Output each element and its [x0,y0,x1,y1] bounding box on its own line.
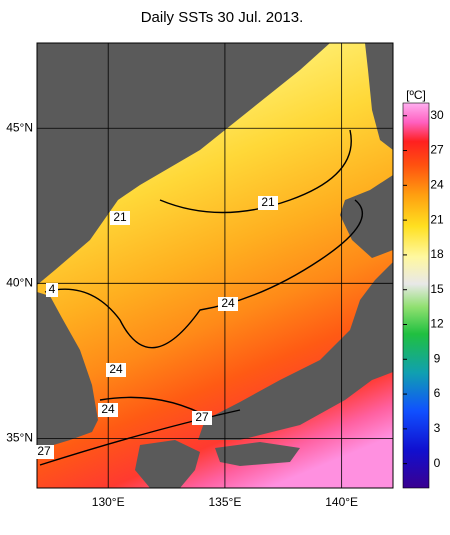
colorbar-tick-label: 21 [430,212,444,226]
contour-label: 27 [37,444,51,458]
label-box [218,297,238,311]
map [36,42,394,489]
contour-label: 21 [261,195,275,209]
colorbar-tick-label: 30 [430,108,444,122]
colorbar-tick-label: 9 [434,351,441,365]
label-box [46,283,58,297]
label-box [106,363,126,377]
contour-label: 21 [113,210,127,224]
contour-24 [44,199,364,349]
colorbar-tick-label: 6 [434,386,441,400]
colorbar-scale [402,102,430,489]
colorbar-label: [ºC] [406,88,426,102]
contour-label: 27 [195,410,209,424]
map-frame [36,42,394,489]
colorbar: [ºC] 0 3 6 9 12 15 18 21 24 27 30 [402,88,444,489]
label-box [192,411,212,425]
contour-label: 24 [221,296,235,310]
lat-label: 45°N [6,120,33,134]
lat-label: 40°N [6,276,33,290]
label-box [98,403,118,417]
land-korea [37,292,98,450]
label-box [110,211,130,225]
colorbar-tick-label: 27 [430,143,444,157]
contour-21 [159,129,352,214]
land-honshu [198,262,393,440]
colorbar-tick-label: 18 [430,247,444,261]
title: Daily SSTs 30 Jul. 2013. [141,9,304,26]
contour-label: 4 [49,282,56,296]
colorbar-tick-label: 0 [434,456,441,470]
contour-27 [39,409,241,466]
label-box [34,445,54,459]
colorbar-tick-label: 15 [430,282,444,296]
colorbar-tick-label: 12 [430,317,444,331]
lon-label: 135°E [209,495,242,509]
lat-label: 35°N [6,431,33,445]
contour-label: 24 [101,402,115,416]
contour-label: 24 [109,362,123,376]
land-hokkaido [340,175,393,258]
land-sakhalin [365,43,393,150]
label-box [258,196,278,210]
colorbar-tick-label: 24 [430,178,444,192]
land-kyushu [135,440,200,488]
lon-label: 130°E [92,495,125,509]
land-continent [37,43,330,285]
colorbar-tick-label: 3 [434,421,441,435]
land-shikoku [215,442,300,466]
contour-labels: 21 21 24 24 24 27 27 4 [34,195,278,459]
lon-label: 140°E [325,495,358,509]
